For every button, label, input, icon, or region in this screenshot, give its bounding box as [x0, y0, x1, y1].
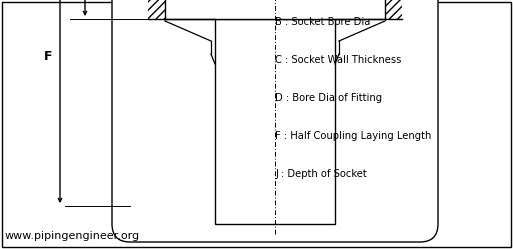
Bar [165, 0, 385, 19]
Bar [148, 0, 165, 19]
Text: F : Half Coupling Laying Length: F : Half Coupling Laying Length [275, 131, 431, 141]
Text: D : Bore Dia of Fitting: D : Bore Dia of Fitting [275, 93, 382, 103]
Text: F: F [44, 50, 52, 63]
Text: www.pipingengineer.org: www.pipingengineer.org [5, 231, 140, 241]
FancyBboxPatch shape [112, 0, 438, 242]
Text: C : Socket Wall Thickness: C : Socket Wall Thickness [275, 55, 401, 65]
Bar [215, 19, 335, 224]
Text: J : Depth of Socket: J : Depth of Socket [275, 169, 367, 179]
Bar [385, 0, 402, 19]
Text: B : Socket Bore Dia: B : Socket Bore Dia [275, 17, 370, 27]
